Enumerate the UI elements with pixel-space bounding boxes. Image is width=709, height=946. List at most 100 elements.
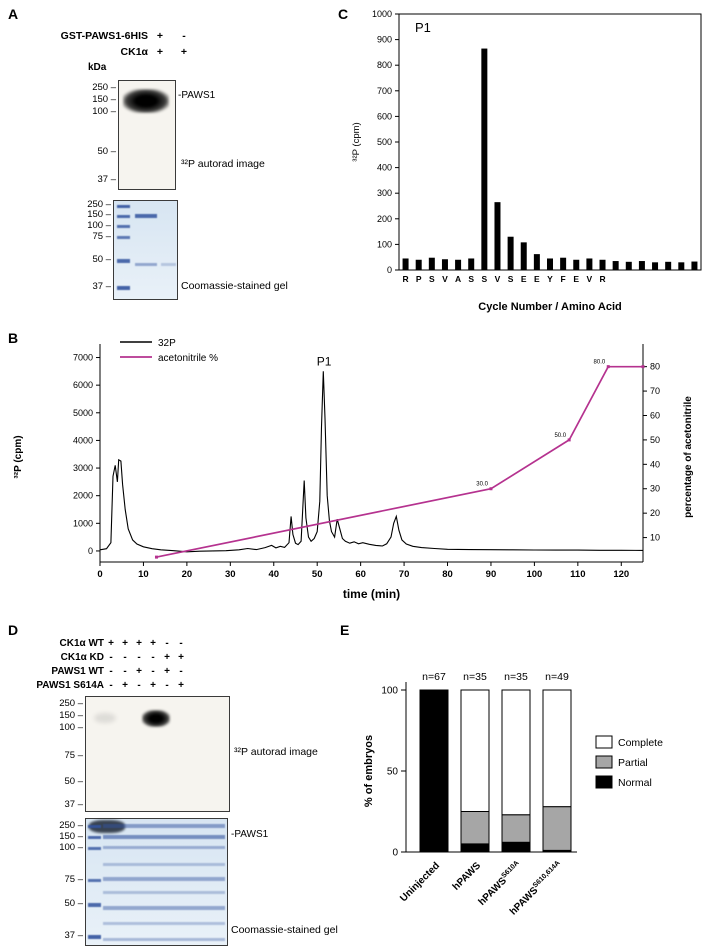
legend-label-32p: 32P	[158, 338, 176, 349]
legend-label-partial: Partial	[618, 757, 648, 769]
panel-d-autorad-markers: 250 –150 –100 – 75 – 50 – 37 –	[51, 696, 83, 812]
svg-text:20: 20	[650, 508, 660, 518]
gel-band	[161, 263, 176, 266]
condition-value: -	[151, 665, 155, 677]
panel-b-chart: 0100020003000400050006000700010203040506…	[13, 338, 694, 601]
gel-band	[117, 205, 130, 208]
legend-label-complete: Complete	[618, 737, 663, 749]
panel-a-coomassie-gel	[113, 200, 178, 300]
category-label: hPAWS	[451, 860, 484, 893]
gel-band	[103, 891, 225, 894]
svg-text:60: 60	[650, 410, 660, 420]
svg-text:50.0: 50.0	[554, 433, 566, 439]
svg-text:30: 30	[225, 569, 236, 580]
condition-value: +	[156, 46, 164, 58]
legend-label-acetonitrile: acetonitrile %	[158, 353, 218, 364]
mw-marker: 250 –	[87, 199, 111, 210]
svg-text:80.0: 80.0	[594, 360, 606, 366]
kda-label: kDa	[88, 62, 107, 73]
svg-text:60: 60	[355, 569, 366, 580]
condition-label: GST-PAWS1-6HIS	[60, 30, 148, 42]
series-32p	[99, 371, 644, 553]
condition-value: -	[123, 665, 127, 677]
svg-text:120: 120	[613, 569, 629, 580]
svg-text:40: 40	[268, 569, 279, 580]
gel-band	[103, 863, 225, 866]
svg-text:100: 100	[377, 239, 392, 249]
panel-d-autorad-caption: ³²P autorad image	[234, 746, 318, 758]
condition-value: -	[151, 651, 155, 663]
condition-value: -	[123, 651, 127, 663]
svg-text:80: 80	[650, 362, 660, 372]
panel-a-coomassie-caption: Coomassie-stained gel	[181, 280, 288, 292]
condition-value: -	[137, 651, 141, 663]
mw-marker: 75 –	[64, 750, 84, 761]
condition-value: +	[150, 637, 156, 649]
svg-text:S: S	[429, 274, 435, 284]
mw-marker: 150 –	[59, 710, 83, 721]
svg-text:50: 50	[387, 767, 399, 778]
svg-text:70: 70	[399, 569, 410, 580]
svg-text:S: S	[508, 274, 514, 284]
gel-band	[117, 236, 130, 239]
gel-band	[88, 825, 101, 828]
panel-c-ticks: 0 100 200 300 400 500 600 700 800 900 1000	[372, 9, 392, 275]
gel-band	[117, 225, 130, 228]
svg-text:90: 90	[486, 569, 497, 580]
svg-text:1000: 1000	[372, 9, 392, 19]
panel-d-coomassie-gel	[85, 818, 228, 946]
condition-value: +	[164, 665, 170, 677]
panel-d-label: D	[8, 622, 19, 638]
paws1-phospho-band	[123, 89, 169, 113]
category-label: Uninjected	[398, 860, 442, 904]
mw-marker: 37 –	[64, 799, 84, 810]
gel-band	[88, 935, 101, 939]
panel-b-annotation-p1: P1	[317, 354, 332, 368]
gel-band	[103, 835, 225, 839]
svg-text:4000: 4000	[73, 435, 93, 445]
svg-text:50: 50	[312, 569, 323, 580]
panel-e-legend: Complete Partial Normal	[595, 735, 663, 789]
panel-b-label: B	[8, 330, 19, 346]
gel-band	[103, 906, 225, 910]
svg-text:V: V	[442, 274, 448, 284]
gel-band	[103, 846, 225, 849]
svg-text:0: 0	[387, 265, 392, 275]
svg-text:700: 700	[377, 86, 392, 96]
condition-value: +	[164, 651, 170, 663]
mw-marker: 100 –	[59, 722, 83, 733]
condition-value: -	[109, 679, 113, 691]
mw-marker: 250 –	[59, 820, 83, 831]
mw-marker: 50 –	[64, 898, 84, 909]
mw-marker: 150 –	[87, 209, 111, 220]
panel-e-bars: n=67Uninjectedn=35hPAWSn=35hPAWSS610An=4…	[398, 671, 572, 918]
n-label: n=35	[463, 671, 487, 683]
condition-label: PAWS1 WT	[51, 665, 104, 677]
svg-text:3000: 3000	[73, 463, 93, 473]
gel-band	[117, 215, 130, 218]
condition-value: +	[136, 665, 142, 677]
svg-text:0: 0	[97, 569, 102, 580]
condition-value: -	[165, 679, 169, 691]
panel-d-coomassie-caption: Coomassie-stained gel	[231, 924, 338, 936]
condition-value: +	[156, 30, 164, 42]
gel-band	[103, 877, 225, 881]
gel-band	[103, 824, 225, 828]
svg-text:70: 70	[650, 386, 660, 396]
paws1-phospho-band	[142, 710, 170, 727]
panel-b-xlabel: time (min)	[343, 587, 400, 601]
n-label: n=35	[504, 671, 528, 683]
panel-d-autorad-gel	[85, 696, 230, 812]
panel-e-label: E	[340, 622, 350, 638]
faint-band	[94, 713, 116, 723]
mw-marker: 37 –	[64, 930, 84, 941]
gel-band	[135, 263, 157, 266]
panel-c-axes	[395, 13, 702, 271]
mw-marker: 75 –	[64, 874, 84, 885]
series-acetonitrile-	[156, 365, 643, 558]
gel-band	[88, 903, 101, 907]
condition-value: +	[108, 637, 114, 649]
